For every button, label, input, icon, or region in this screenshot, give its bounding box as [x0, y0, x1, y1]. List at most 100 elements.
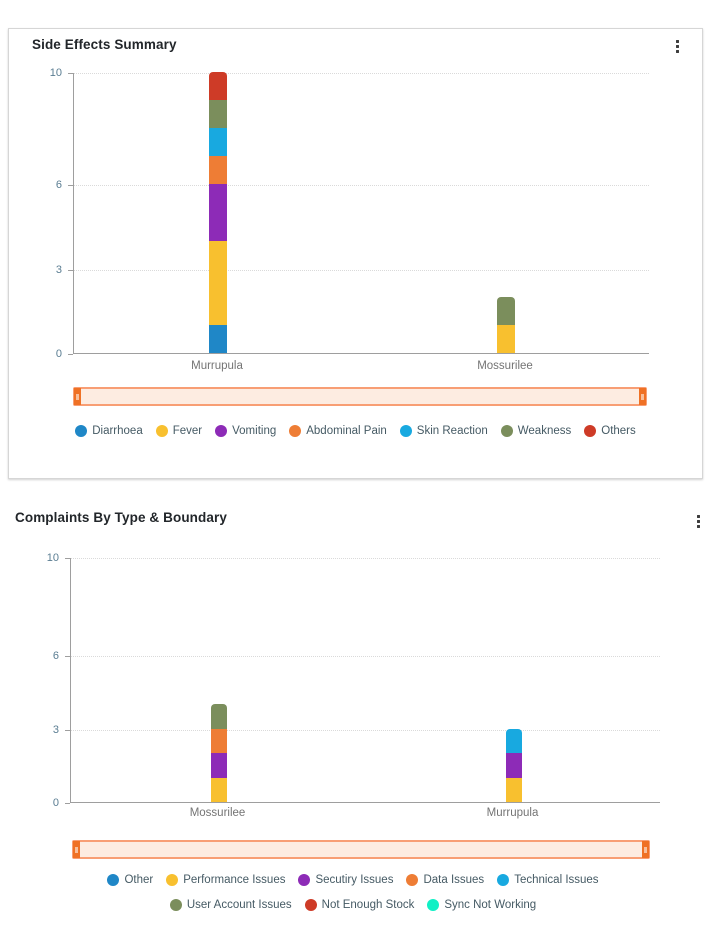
range-handle-right[interactable]	[642, 841, 649, 858]
legend-item-data-issues[interactable]: Data Issues	[406, 874, 484, 886]
legend-dot	[289, 425, 302, 437]
range-handle-left[interactable]	[73, 841, 80, 858]
legend-row: Other Performance Issues Secutiry Issues Da…	[0, 874, 706, 886]
legend-row: User Account Issues Not Enough Stock Sync …	[0, 899, 706, 911]
range-handle-right[interactable]	[639, 388, 646, 405]
bar-segment-technical-issues[interactable]	[505, 728, 522, 753]
legend-dot	[304, 899, 317, 911]
gridline	[74, 73, 649, 74]
chart-legend: Other Performance Issues Secutiry Issues Da…	[0, 874, 706, 911]
bar-segment-user-account-issues[interactable]	[210, 704, 227, 729]
legend-item-secutiry-issues[interactable]: Secutiry Issues	[298, 874, 393, 886]
range-handle-left[interactable]	[74, 388, 81, 405]
y-tick-mark	[65, 558, 70, 559]
y-tick-mark	[68, 73, 73, 74]
bar-segment-weakness[interactable]	[209, 100, 227, 129]
kebab-menu-icon[interactable]	[670, 37, 684, 55]
x-axis-labels: Murrupula Mossurilee	[73, 360, 649, 376]
y-tick-label: 6	[55, 179, 62, 192]
y-tick-mark	[65, 803, 70, 804]
legend-dot	[169, 899, 182, 911]
bar-segment-fever[interactable]	[497, 324, 515, 353]
x-axis-label: Murrupula	[486, 807, 539, 819]
legend-item-other[interactable]: Other	[107, 874, 153, 886]
bar-mossurilee[interactable]	[497, 73, 515, 353]
x-axis-label: Murrupula	[191, 360, 243, 372]
legend-label: Diarrhoea	[92, 425, 143, 437]
bar-mossurilee[interactable]	[210, 558, 227, 802]
legend-label: User Account Issues	[186, 899, 292, 911]
card-complaints-by-type: Complaints By Type & Boundary 0 3 6 10 Moss…	[0, 490, 706, 948]
legend-dot	[75, 425, 88, 437]
legend-label: Skin Reaction	[416, 425, 488, 437]
bar-segment-performance-issues[interactable]	[210, 777, 227, 802]
bar-segment-secutiry-issues[interactable]	[210, 753, 227, 778]
y-tick-label: 10	[49, 67, 62, 79]
y-tick-mark	[65, 656, 70, 657]
legend-item-diarrhoea[interactable]: Diarrhoea	[75, 425, 143, 437]
legend-item-sync-not-working[interactable]: Sync Not Working	[427, 899, 536, 911]
y-axis: 0 3 6 10	[9, 67, 73, 360]
gridline	[71, 558, 660, 559]
legend-item-user-account-issues[interactable]: User Account Issues	[169, 899, 292, 911]
card-title: Complaints By Type & Boundary	[15, 510, 227, 525]
legend-item-performance-issues[interactable]: Performance Issues	[166, 874, 285, 886]
legend-item-fever[interactable]: Fever	[155, 425, 203, 437]
x-axis-label: Mossurilee	[477, 360, 533, 372]
legend-label: Performance Issues	[183, 874, 286, 886]
x-axis-labels: Mossurilee Murrupula	[70, 807, 660, 823]
legend-label: Secutiry Issues	[315, 874, 394, 886]
y-tick-label: 6	[52, 650, 59, 662]
legend-label: Vomiting	[232, 425, 277, 437]
legend-item-technical-issues[interactable]: Technical Issues	[497, 874, 599, 886]
legend-dot	[584, 425, 597, 437]
bar-murrupula[interactable]	[209, 72, 227, 353]
range-selector[interactable]	[72, 840, 650, 859]
bar-segment-secutiry-issues[interactable]	[505, 753, 522, 778]
bar-segment-diarrhoea[interactable]	[209, 324, 227, 353]
chart-legend: Diarrhoea Fever Vomiting Abdominal Pain Skin…	[9, 425, 702, 437]
range-selector[interactable]	[73, 387, 647, 406]
y-tick-mark	[68, 354, 73, 355]
y-axis: 0 3 6 10	[0, 552, 70, 809]
legend-item-skin-reaction[interactable]: Skin Reaction	[399, 425, 488, 437]
bar-murrupula[interactable]	[505, 558, 522, 802]
legend-label: Sync Not Working	[444, 899, 537, 911]
bar-segment-vomiting[interactable]	[209, 184, 227, 241]
card-title: Side Effects Summary	[32, 37, 177, 52]
y-tick-label: 0	[55, 348, 62, 360]
legend-dot	[427, 899, 440, 911]
bar-segment-weakness[interactable]	[497, 296, 515, 325]
legend-item-vomiting[interactable]: Vomiting	[215, 425, 276, 437]
bar-segment-data-issues[interactable]	[210, 728, 227, 753]
legend-dot	[500, 425, 513, 437]
legend-item-weakness[interactable]: Weakness	[500, 425, 572, 437]
bar-segment-fever[interactable]	[209, 240, 227, 325]
legend-label: Weakness	[517, 425, 572, 437]
gridline	[74, 185, 649, 187]
legend-dot	[298, 874, 311, 886]
gridline	[71, 656, 660, 657]
x-axis-label: Mossurilee	[189, 807, 246, 819]
legend-dot	[497, 874, 510, 886]
legend-dot	[399, 425, 412, 437]
legend-item-abdominal-pain[interactable]: Abdominal Pain	[289, 425, 387, 437]
legend-item-others[interactable]: Others	[584, 425, 636, 437]
bar-segment-skin-reaction[interactable]	[209, 128, 227, 157]
kebab-menu-icon[interactable]	[691, 512, 705, 530]
legend-label: Other	[124, 874, 154, 886]
bar-segment-others[interactable]	[209, 72, 227, 101]
legend-label: Fever	[172, 425, 203, 437]
bar-segment-performance-issues[interactable]	[505, 777, 522, 802]
bar-segment-abdominal-pain[interactable]	[209, 156, 227, 185]
plot-area	[70, 558, 660, 803]
plot-area	[73, 72, 649, 354]
legend-item-not-enough-stock[interactable]: Not Enough Stock	[304, 899, 414, 911]
legend-label: Data Issues	[423, 874, 485, 886]
gridline	[71, 729, 660, 731]
gridline	[74, 269, 649, 271]
legend-dot	[155, 425, 168, 437]
card-side-effects-summary: Side Effects Summary 0 3 6 10 Murrupula Moss…	[8, 28, 703, 479]
y-tick-mark	[68, 269, 73, 271]
